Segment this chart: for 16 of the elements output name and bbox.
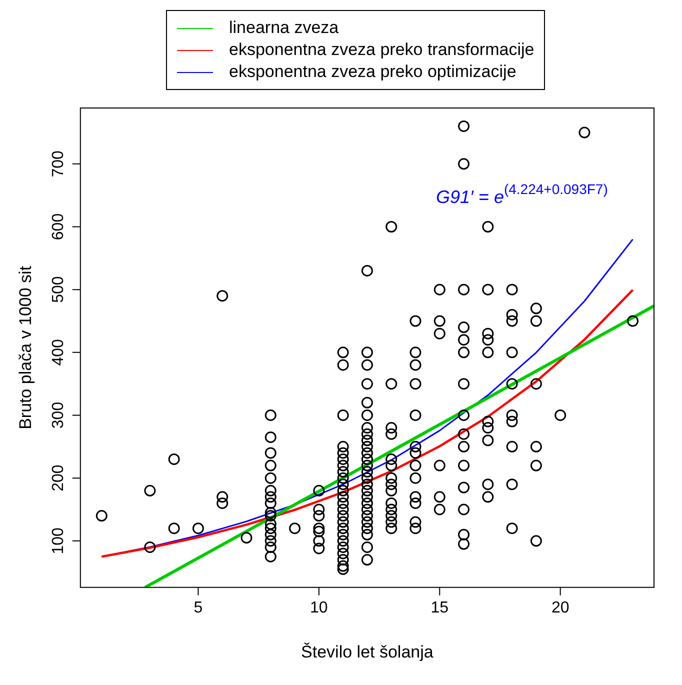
y-tick-label: 700 — [50, 150, 67, 178]
y-tick-label: 400 — [50, 338, 67, 366]
x-tick-label: 10 — [310, 599, 328, 616]
x-tick-label: 20 — [551, 599, 570, 616]
y-axis-title: Bruto plača v 1000 sit — [16, 266, 35, 430]
x-tick-label: 5 — [194, 599, 203, 616]
x-axis-title: Število let šolanja — [301, 642, 434, 662]
y-tick-label: 300 — [50, 402, 67, 429]
y-tick-label: 500 — [50, 276, 67, 303]
x-tick-label: 15 — [430, 599, 449, 616]
y-tick-label: 200 — [50, 464, 67, 492]
legend-label: linearna zveza — [229, 17, 339, 39]
legend-label: eksponentna zveza preko transformacije — [229, 39, 534, 61]
y-tick-label: 100 — [50, 527, 67, 554]
legend-label: eksponentna zveza preko optimizacije — [229, 61, 516, 83]
y-tick-label: 600 — [50, 213, 67, 240]
